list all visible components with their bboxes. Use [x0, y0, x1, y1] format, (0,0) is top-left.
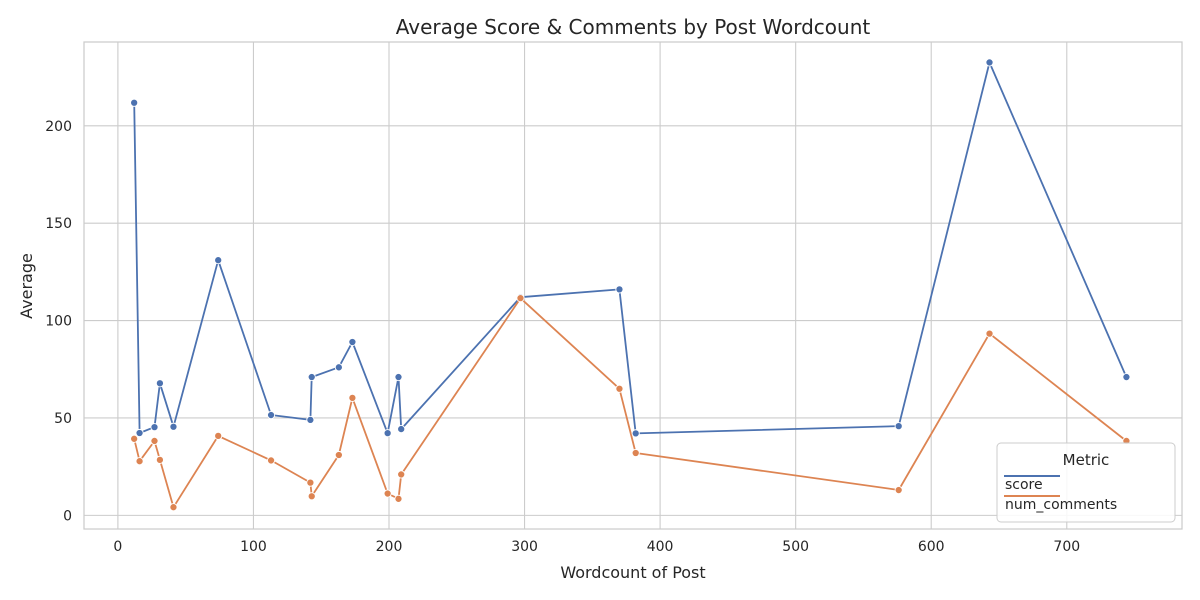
y-tick-label: 0	[63, 508, 72, 524]
x-tick-label: 100	[240, 539, 267, 555]
x-tick-label: 400	[647, 539, 674, 555]
data-point-score	[155, 379, 164, 388]
series-lines	[133, 61, 1128, 509]
data-point-score	[150, 423, 159, 432]
data-point-num_comments	[214, 431, 223, 440]
data-point-num_comments	[631, 448, 640, 458]
x-tick-label: 500	[782, 539, 809, 555]
data-point-score	[307, 373, 316, 382]
data-point-score	[394, 373, 403, 382]
x-tick-label: 300	[511, 539, 538, 555]
legend-box	[996, 442, 1176, 523]
y-tick-label: 200	[45, 119, 72, 135]
plot-frame	[83, 41, 1183, 530]
x-tick-label: 700	[1053, 539, 1080, 555]
data-point-num_comments	[130, 434, 139, 443]
data-point-score	[615, 285, 624, 294]
series-line-score	[133, 61, 1128, 435]
y-tick-label: 100	[45, 314, 72, 330]
data-point-score	[397, 425, 406, 434]
legend-label-num_comments: num_comments	[1005, 497, 1117, 513]
y-tick-label: 150	[45, 216, 72, 232]
data-point-score	[894, 422, 903, 431]
data-point-score	[306, 415, 315, 424]
data-point-score	[1122, 373, 1131, 382]
x-tick-labels: 0 100 200 300 400 500 600 700	[113, 539, 1080, 555]
data-point-score	[130, 98, 139, 107]
data-point-num_comments	[135, 457, 144, 466]
data-point-score	[334, 363, 343, 372]
legend-label-score: score	[1005, 477, 1043, 493]
chart-title: Average Score & Comments by Post Wordcou…	[396, 15, 871, 39]
x-tick-label: 200	[376, 539, 403, 555]
data-point-score	[267, 410, 276, 420]
data-point-score	[631, 429, 640, 438]
y-axis-label: Average	[17, 253, 36, 319]
data-point-score	[135, 428, 144, 438]
data-point-num_comments	[150, 436, 159, 446]
legend-items: score num_comments	[1004, 475, 1117, 513]
data-point-num_comments	[169, 503, 178, 512]
data-point-num_comments	[516, 294, 525, 303]
x-axis-label: Wordcount of Post	[560, 563, 705, 582]
data-point-num_comments	[397, 470, 406, 479]
data-point-num_comments	[267, 456, 276, 465]
data-point-num_comments	[307, 492, 316, 501]
data-point-num_comments	[383, 489, 392, 498]
data-point-num_comments	[306, 478, 315, 487]
grid	[84, 42, 1182, 529]
x-tick-label: 600	[918, 539, 945, 555]
data-point-num_comments	[615, 384, 624, 393]
x-tick-label: 0	[113, 539, 122, 555]
data-point-score	[214, 256, 223, 265]
legend-title: Metric	[1063, 451, 1110, 469]
data-point-score	[348, 337, 357, 347]
legend: Metric score num_comments	[996, 442, 1176, 523]
data-point-num_comments	[334, 450, 343, 460]
data-point-num_comments	[394, 494, 403, 503]
data-point-score	[383, 429, 392, 438]
data-point-num_comments	[985, 329, 994, 338]
y-tick-label: 50	[54, 411, 72, 427]
data-point-score	[169, 422, 178, 431]
data-point-num_comments	[348, 393, 357, 402]
series-line-num_comments	[133, 297, 1127, 509]
data-point-num_comments	[894, 485, 903, 495]
data-point-num_comments	[155, 455, 164, 464]
data-point-score	[985, 58, 994, 67]
y-tick-labels: 0 50 100 150 200	[45, 119, 72, 525]
